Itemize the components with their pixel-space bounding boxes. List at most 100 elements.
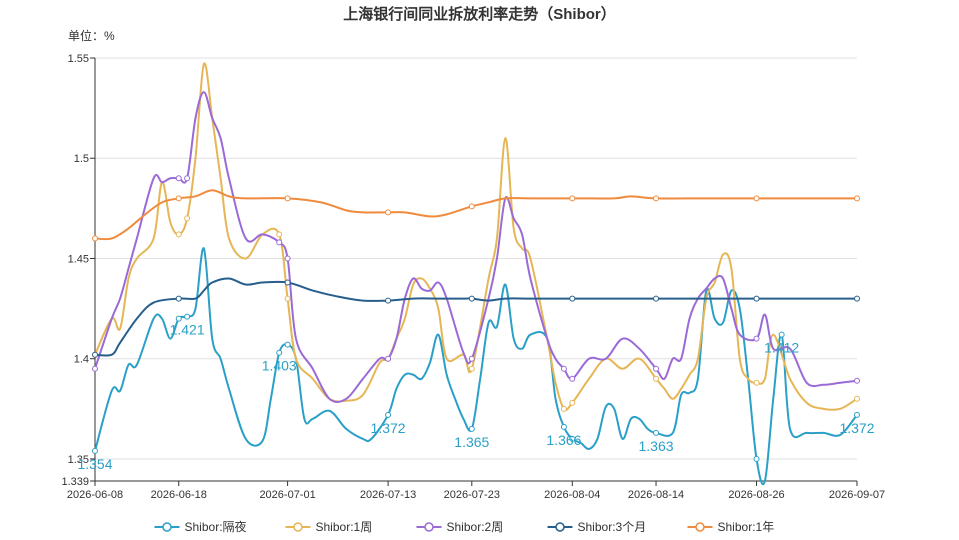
legend-swatch-marker <box>695 522 705 532</box>
legend-item-4[interactable]: Shibor:1年 <box>687 520 775 534</box>
series-marker <box>753 455 760 462</box>
series-marker <box>753 335 760 342</box>
y-tick-label: 1.55 <box>68 53 89 65</box>
series-marker <box>653 195 660 202</box>
unit-label: 单位：% <box>68 28 115 43</box>
series-marker <box>284 341 291 348</box>
x-tick-label: 2026-07-23 <box>444 489 500 501</box>
series-marker <box>569 295 576 302</box>
data-labels: 1.354 1.421 1.403 1.372 1.365 1.366 1.363 1.412… <box>77 322 874 472</box>
legend-swatch-marker <box>555 522 565 532</box>
series-marker <box>854 377 860 384</box>
series-marker <box>854 411 860 418</box>
series-marker <box>276 231 283 238</box>
series-marker <box>560 405 567 412</box>
x-tick-label: 2026-08-04 <box>544 489 600 501</box>
series-marker <box>653 365 660 372</box>
series-marker <box>560 423 567 430</box>
legend-label: Shibor:1周 <box>316 520 373 534</box>
legend-label: Shibor:2周 <box>447 520 504 534</box>
series-lines <box>94 62 858 486</box>
series-marker <box>854 395 860 402</box>
series-marker <box>569 375 576 382</box>
series-marker <box>175 315 182 322</box>
x-tick-label: 2026-08-14 <box>628 489 684 501</box>
series-marker <box>778 331 785 338</box>
y-tick-label: 1.45 <box>68 253 89 265</box>
series-marker <box>753 295 760 302</box>
series-marker <box>184 175 191 182</box>
series-marker <box>92 235 98 242</box>
series-marker <box>653 375 660 382</box>
series-marker <box>753 379 760 386</box>
series-marker <box>92 351 98 358</box>
legend-item-1[interactable]: Shibor:1周 <box>285 520 373 534</box>
legend-label: Shibor:隔夜 <box>185 519 247 534</box>
series-marker <box>468 295 475 302</box>
legend-swatch-marker <box>293 522 303 532</box>
series-line-0 <box>94 247 858 486</box>
series-marker <box>175 195 182 202</box>
series-marker <box>284 295 291 302</box>
legend-item-3[interactable]: Shibor:3个月 <box>547 520 647 534</box>
data-label: 1.421 <box>170 322 205 338</box>
series-marker <box>92 365 98 372</box>
series-marker <box>569 435 576 442</box>
series-marker <box>854 295 860 302</box>
series-marker <box>560 365 567 372</box>
series-marker <box>569 399 576 406</box>
data-label: 1.363 <box>639 438 674 454</box>
chart-title: 上海银行间同业拆放利率走势（Shibor） <box>343 5 616 23</box>
legend-item-2[interactable]: Shibor:2周 <box>416 520 504 534</box>
series-line-4 <box>94 189 857 241</box>
y-tick-label: 1.35 <box>68 454 89 466</box>
data-label: 1.365 <box>454 434 489 450</box>
y-tick-label: 1.339 <box>61 476 89 488</box>
series-marker <box>284 255 291 262</box>
series-marker <box>854 195 860 202</box>
grid-lines <box>95 57 857 482</box>
series-marker <box>653 429 660 436</box>
series-marker <box>276 349 283 356</box>
series-marker <box>284 279 291 286</box>
series-marker <box>468 355 475 362</box>
series-marker <box>569 195 576 202</box>
series-marker <box>753 195 760 202</box>
y-tick-label: 1.5 <box>74 153 89 165</box>
series-marker <box>284 195 291 202</box>
x-tick-label: 2026-07-13 <box>360 489 416 501</box>
x-tick-label: 2026-06-18 <box>151 489 207 501</box>
series-line-2 <box>94 91 858 403</box>
legend-label: Shibor:1年 <box>718 520 775 534</box>
x-tick-label: 2026-09-07 <box>829 489 885 501</box>
x-tick-label: 2026-07-01 <box>259 489 315 501</box>
series-marker <box>385 209 392 216</box>
series-marker <box>184 215 191 222</box>
series-marker <box>468 365 475 372</box>
legend-item-0[interactable]: Shibor:隔夜 <box>154 519 247 534</box>
data-label: 1.403 <box>262 358 297 374</box>
series-markers <box>92 175 860 462</box>
axes: 1.339 1.35 1.4 1.45 1.5 1.55 2026-06-08 2026-06… <box>61 53 885 501</box>
series-marker <box>468 425 475 432</box>
legend-swatch-marker <box>424 522 434 532</box>
x-tick-label: 2026-06-08 <box>67 489 123 501</box>
series-marker <box>175 295 182 302</box>
series-marker <box>468 203 475 210</box>
legend-swatch-marker <box>162 522 172 532</box>
series-marker <box>653 295 660 302</box>
data-label: 1.354 <box>77 456 112 472</box>
series-marker <box>92 447 98 454</box>
y-tick-label: 1.4 <box>74 354 89 366</box>
series-marker <box>175 231 182 238</box>
data-label: 1.372 <box>371 420 406 436</box>
data-label: 1.372 <box>839 420 874 436</box>
series-marker <box>184 313 191 320</box>
series-marker <box>385 297 392 304</box>
legend-label: Shibor:3个月 <box>578 520 647 534</box>
legend[interactable]: Shibor:隔夜 Shibor:1周 Shibor:2周 Shibor:3个月 Shi… <box>154 519 775 534</box>
series-marker <box>175 175 182 182</box>
data-label: 1.366 <box>546 432 581 448</box>
series-marker <box>385 355 392 362</box>
